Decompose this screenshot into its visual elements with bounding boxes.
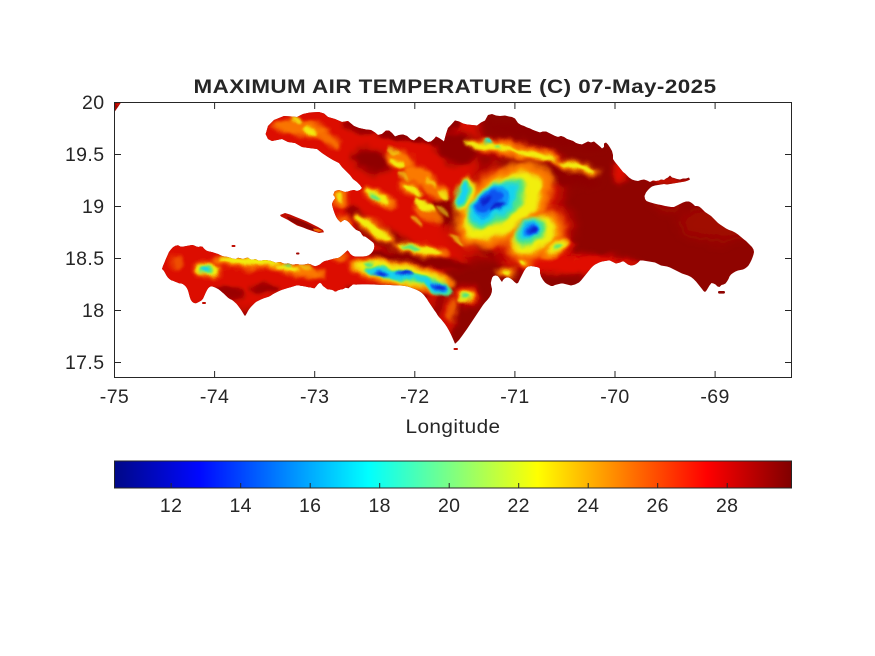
svg-text:-73: -73 [300,386,329,408]
svg-text:24: 24 [577,495,600,517]
svg-text:17.5: 17.5 [65,352,105,374]
svg-text:MAXIMUM AIR TEMPERATURE (C) 07: MAXIMUM AIR TEMPERATURE (C) 07-May-2025 [194,76,717,98]
svg-text:-75: -75 [100,386,129,408]
svg-text:19.5: 19.5 [65,144,105,166]
svg-text:-72: -72 [400,386,429,408]
svg-text:20: 20 [82,92,105,114]
svg-text:20: 20 [438,495,461,517]
svg-text:Longitude: Longitude [406,416,501,438]
svg-text:-70: -70 [600,386,629,408]
svg-text:12: 12 [160,495,183,517]
svg-text:22: 22 [507,495,530,517]
svg-text:28: 28 [716,495,739,517]
svg-text:18: 18 [368,495,391,517]
svg-text:-71: -71 [500,386,529,408]
svg-text:26: 26 [646,495,669,517]
svg-text:16: 16 [299,495,322,517]
svg-text:18: 18 [82,300,105,322]
svg-text:-69: -69 [700,386,729,408]
svg-text:-74: -74 [200,386,229,408]
svg-text:19: 19 [82,196,105,218]
svg-text:18.5: 18.5 [65,248,105,270]
svg-text:14: 14 [229,495,252,517]
